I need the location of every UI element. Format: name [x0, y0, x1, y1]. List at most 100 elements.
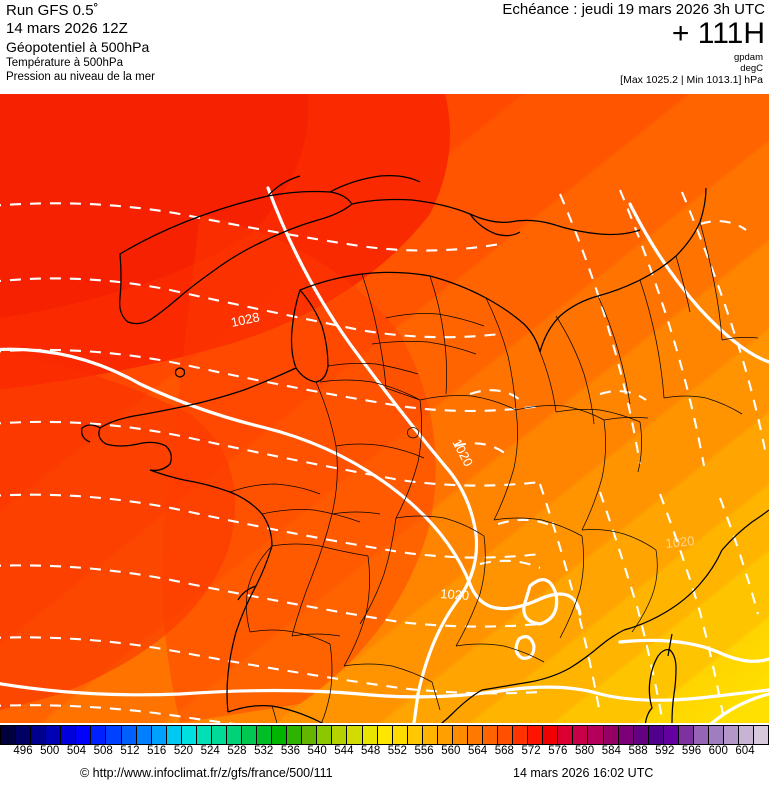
isotherm-contours	[0, 189, 767, 723]
colorbar-swatch	[166, 726, 182, 744]
colorbar-swatch	[633, 726, 649, 744]
colorbar-swatch	[498, 726, 514, 744]
isobar-label-1020-far-east: 1020	[665, 533, 695, 551]
colorbar-swatch	[693, 726, 709, 744]
colorbar-swatch	[106, 726, 122, 744]
colorbar-swatch	[708, 726, 724, 744]
isobar-label-1028: 1028	[230, 309, 261, 330]
colorbar-swatch	[528, 726, 544, 744]
colorbar-swatch	[754, 726, 769, 744]
colorbar-swatch	[422, 726, 438, 744]
unit-temperature-label: degC	[740, 63, 763, 74]
colorbar-swatch	[588, 726, 604, 744]
colorbar-tick: 508	[93, 745, 113, 757]
colorbar-swatch	[407, 726, 423, 744]
model-run-label: Run GFS 0.5˚	[6, 2, 99, 19]
colorbar-tick: 568	[494, 745, 514, 757]
colorbar-tick: 532	[254, 745, 274, 757]
colorbar-swatch	[151, 726, 167, 744]
field-temperature-label: Température à 500hPa	[6, 57, 123, 69]
colorbar-swatch	[467, 726, 483, 744]
colorbar-swatch	[543, 726, 559, 744]
isobar-contours	[0, 186, 769, 723]
colorbar-tick: 592	[655, 745, 675, 757]
colorbar-tick: 536	[280, 745, 300, 757]
colorbar-tick-labels: 496 500 504 508 512 516 520 524 528 532 536 540 544 5…	[0, 745, 769, 761]
colorbar-swatch	[452, 726, 468, 744]
colorbar-swatch	[272, 726, 288, 744]
colorbar-swatch	[196, 726, 212, 744]
colorbar-swatch	[287, 726, 303, 744]
administrative-borders	[229, 221, 759, 723]
colorbar-swatch	[211, 726, 227, 744]
model-run-date: 14 mars 2026 12Z	[6, 20, 128, 37]
colorbar-swatch	[91, 726, 107, 744]
colorbar-swatch	[61, 726, 77, 744]
colorbar-swatch	[46, 726, 62, 744]
colorbar-tick: 520	[173, 745, 194, 757]
colorbar-swatch	[724, 726, 740, 744]
colorbar-tick: 564	[467, 745, 488, 757]
colorbar-tick: 528	[227, 745, 247, 757]
header: Run GFS 0.5˚ 14 mars 2026 12Z Géopotenti…	[0, 0, 769, 94]
colorbar-swatch	[558, 726, 574, 744]
colorbar-swatch	[663, 726, 679, 744]
colorbar-tick: 544	[334, 745, 354, 757]
colorbar-swatch	[573, 726, 589, 744]
colorbar-tick: 512	[120, 745, 140, 757]
colorbar-tick: 540	[307, 745, 327, 757]
colorbar-swatch	[603, 726, 619, 744]
colorbar-tick: 584	[601, 745, 621, 757]
colorbar-tick: 580	[574, 745, 595, 757]
colorbar-swatch	[1, 726, 17, 744]
colorbar-tick: 560	[441, 745, 461, 757]
lead-time-label: + 111H	[671, 17, 765, 50]
colorbar-swatch	[31, 726, 47, 744]
colorbar-swatch	[739, 726, 755, 744]
colorbar-tick: 504	[66, 745, 87, 757]
colorbar-swatch	[513, 726, 529, 744]
copyright-url[interactable]: © http://www.infoclimat.fr/z/gfs/france/…	[80, 766, 333, 780]
colorbar-swatch	[678, 726, 694, 744]
colorbar-swatch	[121, 726, 137, 744]
isobar-label-1020-south: 1020	[440, 586, 470, 603]
colorbar-tick: 500	[40, 745, 60, 757]
colorbar-tick: 600	[708, 745, 728, 757]
colorbar-swatch	[226, 726, 242, 744]
colorbar-swatch	[648, 726, 664, 744]
colorbar-tick: 572	[521, 745, 541, 757]
colorbar-swatch	[392, 726, 408, 744]
colorbar-swatch	[181, 726, 197, 744]
colorbar-tick: 596	[681, 745, 702, 757]
colorbar-swatch	[302, 726, 318, 744]
colorbar	[0, 725, 769, 745]
colorbar-swatch	[362, 726, 378, 744]
colorbar-swatch	[76, 726, 92, 744]
footer: © http://www.infoclimat.fr/z/gfs/france/…	[0, 766, 769, 786]
colorbar-swatch	[483, 726, 499, 744]
colorbar-tick: 604	[735, 745, 755, 757]
colorbar-swatch	[347, 726, 363, 744]
colorbar-tick: 556	[414, 745, 434, 757]
colorbar-swatch	[136, 726, 152, 744]
pressure-minmax-label: [Max 1025.2 | Min 1013.1] hPa	[620, 74, 763, 86]
map-canvas[interactable]: 1028 1020 1020 1020	[0, 94, 769, 723]
colorbar-tick: 496	[13, 745, 33, 757]
colorbar-swatch	[618, 726, 634, 744]
colorbar-swatch	[437, 726, 453, 744]
colorbar-tick: 588	[628, 745, 648, 757]
unit-geopotential-label: gpdam	[733, 52, 763, 63]
colorbar-swatch	[257, 726, 273, 744]
colorbar-tick: 524	[200, 745, 220, 757]
field-pressure-label: Pression au niveau de la mer	[6, 71, 155, 83]
colorbar-swatch	[242, 726, 258, 744]
colorbar-swatch	[377, 726, 393, 744]
colorbar-swatch	[16, 726, 32, 744]
colorbar-swatch	[332, 726, 348, 744]
colorbar-swatch	[317, 726, 333, 744]
valid-time-label: Echéance : jeudi 19 mars 2026 3h UTC	[502, 1, 765, 18]
colorbar-tick: 552	[387, 745, 407, 757]
colorbar-tick: 516	[147, 745, 167, 757]
field-geopotential-label: Géopotentiel à 500hPa	[6, 39, 150, 55]
